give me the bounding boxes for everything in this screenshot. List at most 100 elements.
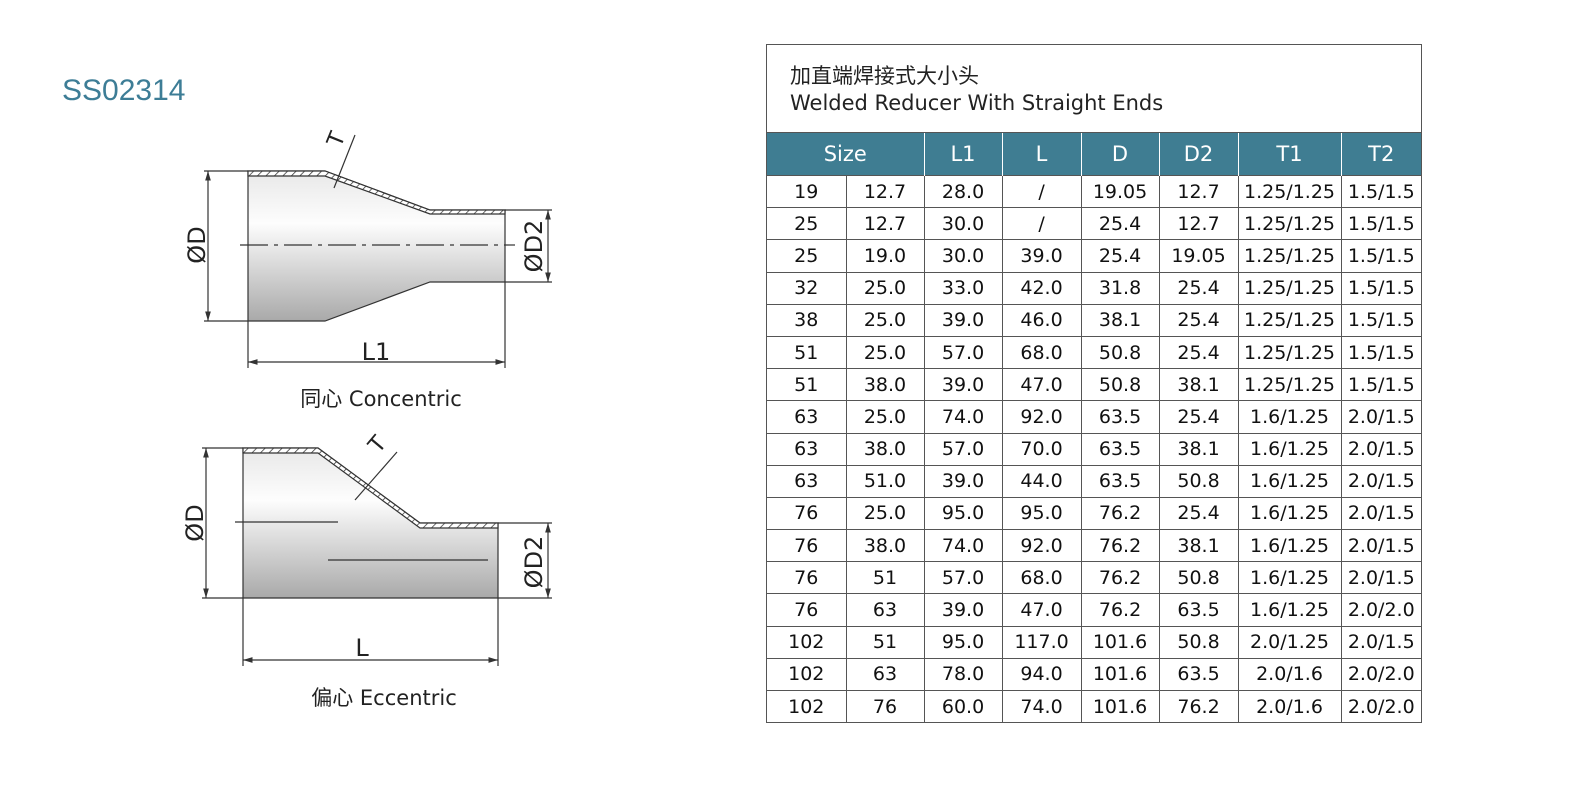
cell: 1.25/1.25 [1237,207,1342,241]
cell: 38.1 [1158,368,1239,402]
cell: 2.0/1.25 [1237,625,1342,659]
cell: 47.0 [1001,593,1082,627]
cell: 1.25/1.25 [1237,335,1342,370]
column-header: D2 [1158,133,1239,176]
cell: 39.0 [923,464,1003,498]
table-row: 63 25.0 74.0 92.0 63.5 25.4 1.6/1.25 2.0/1.5 [767,400,1421,434]
cell: 76.2 [1080,529,1160,563]
length-label: L [355,634,369,662]
table-row: 76 51 57.0 68.0 76.2 50.8 1.6/1.25 2.0/1.5 [767,561,1421,595]
cell: 2.0/1.6 [1237,657,1342,692]
cell: 51 [767,368,847,402]
cell: 1.5/1.5 [1340,368,1421,402]
cell: 76 [845,690,925,723]
cell: 50.8 [1158,464,1239,498]
length-label: L1 [362,338,391,366]
cell: 46.0 [1001,303,1082,337]
cell: 57.0 [923,561,1003,595]
table-row: 76 25.0 95.0 95.0 76.2 25.4 1.6/1.25 2.0/1.5 [767,496,1421,531]
cell: 2.0/1.5 [1340,400,1421,434]
cell: 25.0 [845,496,925,531]
cell: 76 [767,529,847,563]
table: Size L1 L D D2 T1 T2 19 12.7 28.0/19.05 12.7 1.25/… [767,133,1421,723]
cell: 25.0 [845,335,925,370]
cell: 25.4 [1158,271,1239,305]
cell: 25.4 [1158,335,1239,370]
cell: 74.0 [1001,690,1082,723]
column-header: D [1080,133,1160,176]
cell: 12.7 [845,207,925,241]
cell: 32 [767,271,847,305]
cell: 38.0 [845,368,925,402]
cell: 1.6/1.25 [1237,400,1342,434]
cell: 25.4 [1080,239,1160,273]
cell: 39.0 [1001,239,1082,273]
cell: 38 [767,303,847,337]
cell: 68.0 [1001,335,1082,370]
cell: 57.0 [923,432,1003,466]
d-label: ØD [183,226,211,263]
table-title: 加直端焊接式大小头 Welded Reducer With Straight E… [767,45,1421,133]
drawings: ØD ØD2 L1 T 同心 Concentric ØD ØD2 L T 偏心 … [181,128,552,710]
cell: 19.0 [845,239,925,273]
cell: 25 [767,239,847,273]
cell: 38.0 [845,529,925,563]
cell: 1.25/1.25 [1237,271,1342,305]
cell: 63 [767,432,847,466]
cell: 44.0 [1001,464,1082,498]
cell: 50.8 [1080,335,1160,370]
cell: 47.0 [1001,368,1082,402]
cell: 2.0/2.0 [1340,593,1421,627]
cell: 25 [767,207,847,241]
cell: 70.0 [1001,432,1082,466]
thickness-label: T [363,431,392,459]
cell: 74.0 [923,400,1003,434]
cell: 38.1 [1158,529,1239,563]
column-header: Size [767,133,925,176]
concentric-drawing [204,134,552,368]
table-row: 38 25.0 39.0 46.0 38.1 25.4 1.25/1.25 1.5/1.5 [767,303,1421,337]
cell: 12.7 [1158,207,1239,241]
cell: 25.0 [845,303,925,337]
cell: 102 [767,625,847,659]
cell: 2.0/1.5 [1340,464,1421,498]
cell: 39.0 [923,368,1003,402]
cell: 1.6/1.25 [1237,432,1342,466]
cell: 76.2 [1080,593,1160,627]
cell: 1.25/1.25 [1237,303,1342,337]
table-row: 102 51 95.0 117.0 101.6 50.8 2.0/1.25 2.0/1.5 [767,625,1421,659]
cell: 19 [767,174,847,209]
table-row: 25 19.0 30.0 39.0 25.4 19.05 1.25/1.25 1.5/1.5 [767,239,1421,273]
cell: 25.4 [1158,303,1239,337]
cell: 1.6/1.25 [1237,593,1342,627]
cell: 25.0 [845,271,925,305]
cell: 2.0/1.5 [1340,561,1421,595]
cell: 12.7 [1158,174,1239,209]
cell: 63 [845,657,925,692]
cell: 39.0 [923,303,1003,337]
cell: 31.8 [1080,271,1160,305]
cell: 28.0 [923,174,1003,209]
cell: 51 [845,625,925,659]
cell: 117.0 [1001,625,1082,659]
cell: 63.5 [1158,657,1239,692]
cell: 1.5/1.5 [1340,335,1421,370]
cell: 1.6/1.25 [1237,529,1342,563]
table-row: 102 76 60.0 74.0 101.6 76.2 2.0/1.6 2.0/2.0 [767,690,1421,723]
cell: 1.5/1.5 [1340,174,1421,209]
cell: 1.25/1.25 [1237,368,1342,402]
cell: 51 [845,561,925,595]
table-row: 25 12.7 30.0/25.4 12.7 1.25/1.25 1.5/1.5 [767,207,1421,241]
table-row: 76 63 39.0 47.0 76.2 63.5 1.6/1.25 2.0/2.0 [767,593,1421,627]
caption: 同心 Concentric [300,387,462,411]
cell: 92.0 [1001,400,1082,434]
eccentric-drawing [202,447,552,666]
spec-table: 加直端焊接式大小头 Welded Reducer With Straight E… [766,44,1422,724]
cell: 102 [767,690,847,723]
cell: 50.8 [1080,368,1160,402]
cell: 76.2 [1080,561,1160,595]
table-row: 32 25.0 33.0 42.0 31.8 25.4 1.25/1.25 1.5/1.5 [767,271,1421,305]
cell: 1.6/1.25 [1237,561,1342,595]
product-code: SS02314 [62,74,186,107]
